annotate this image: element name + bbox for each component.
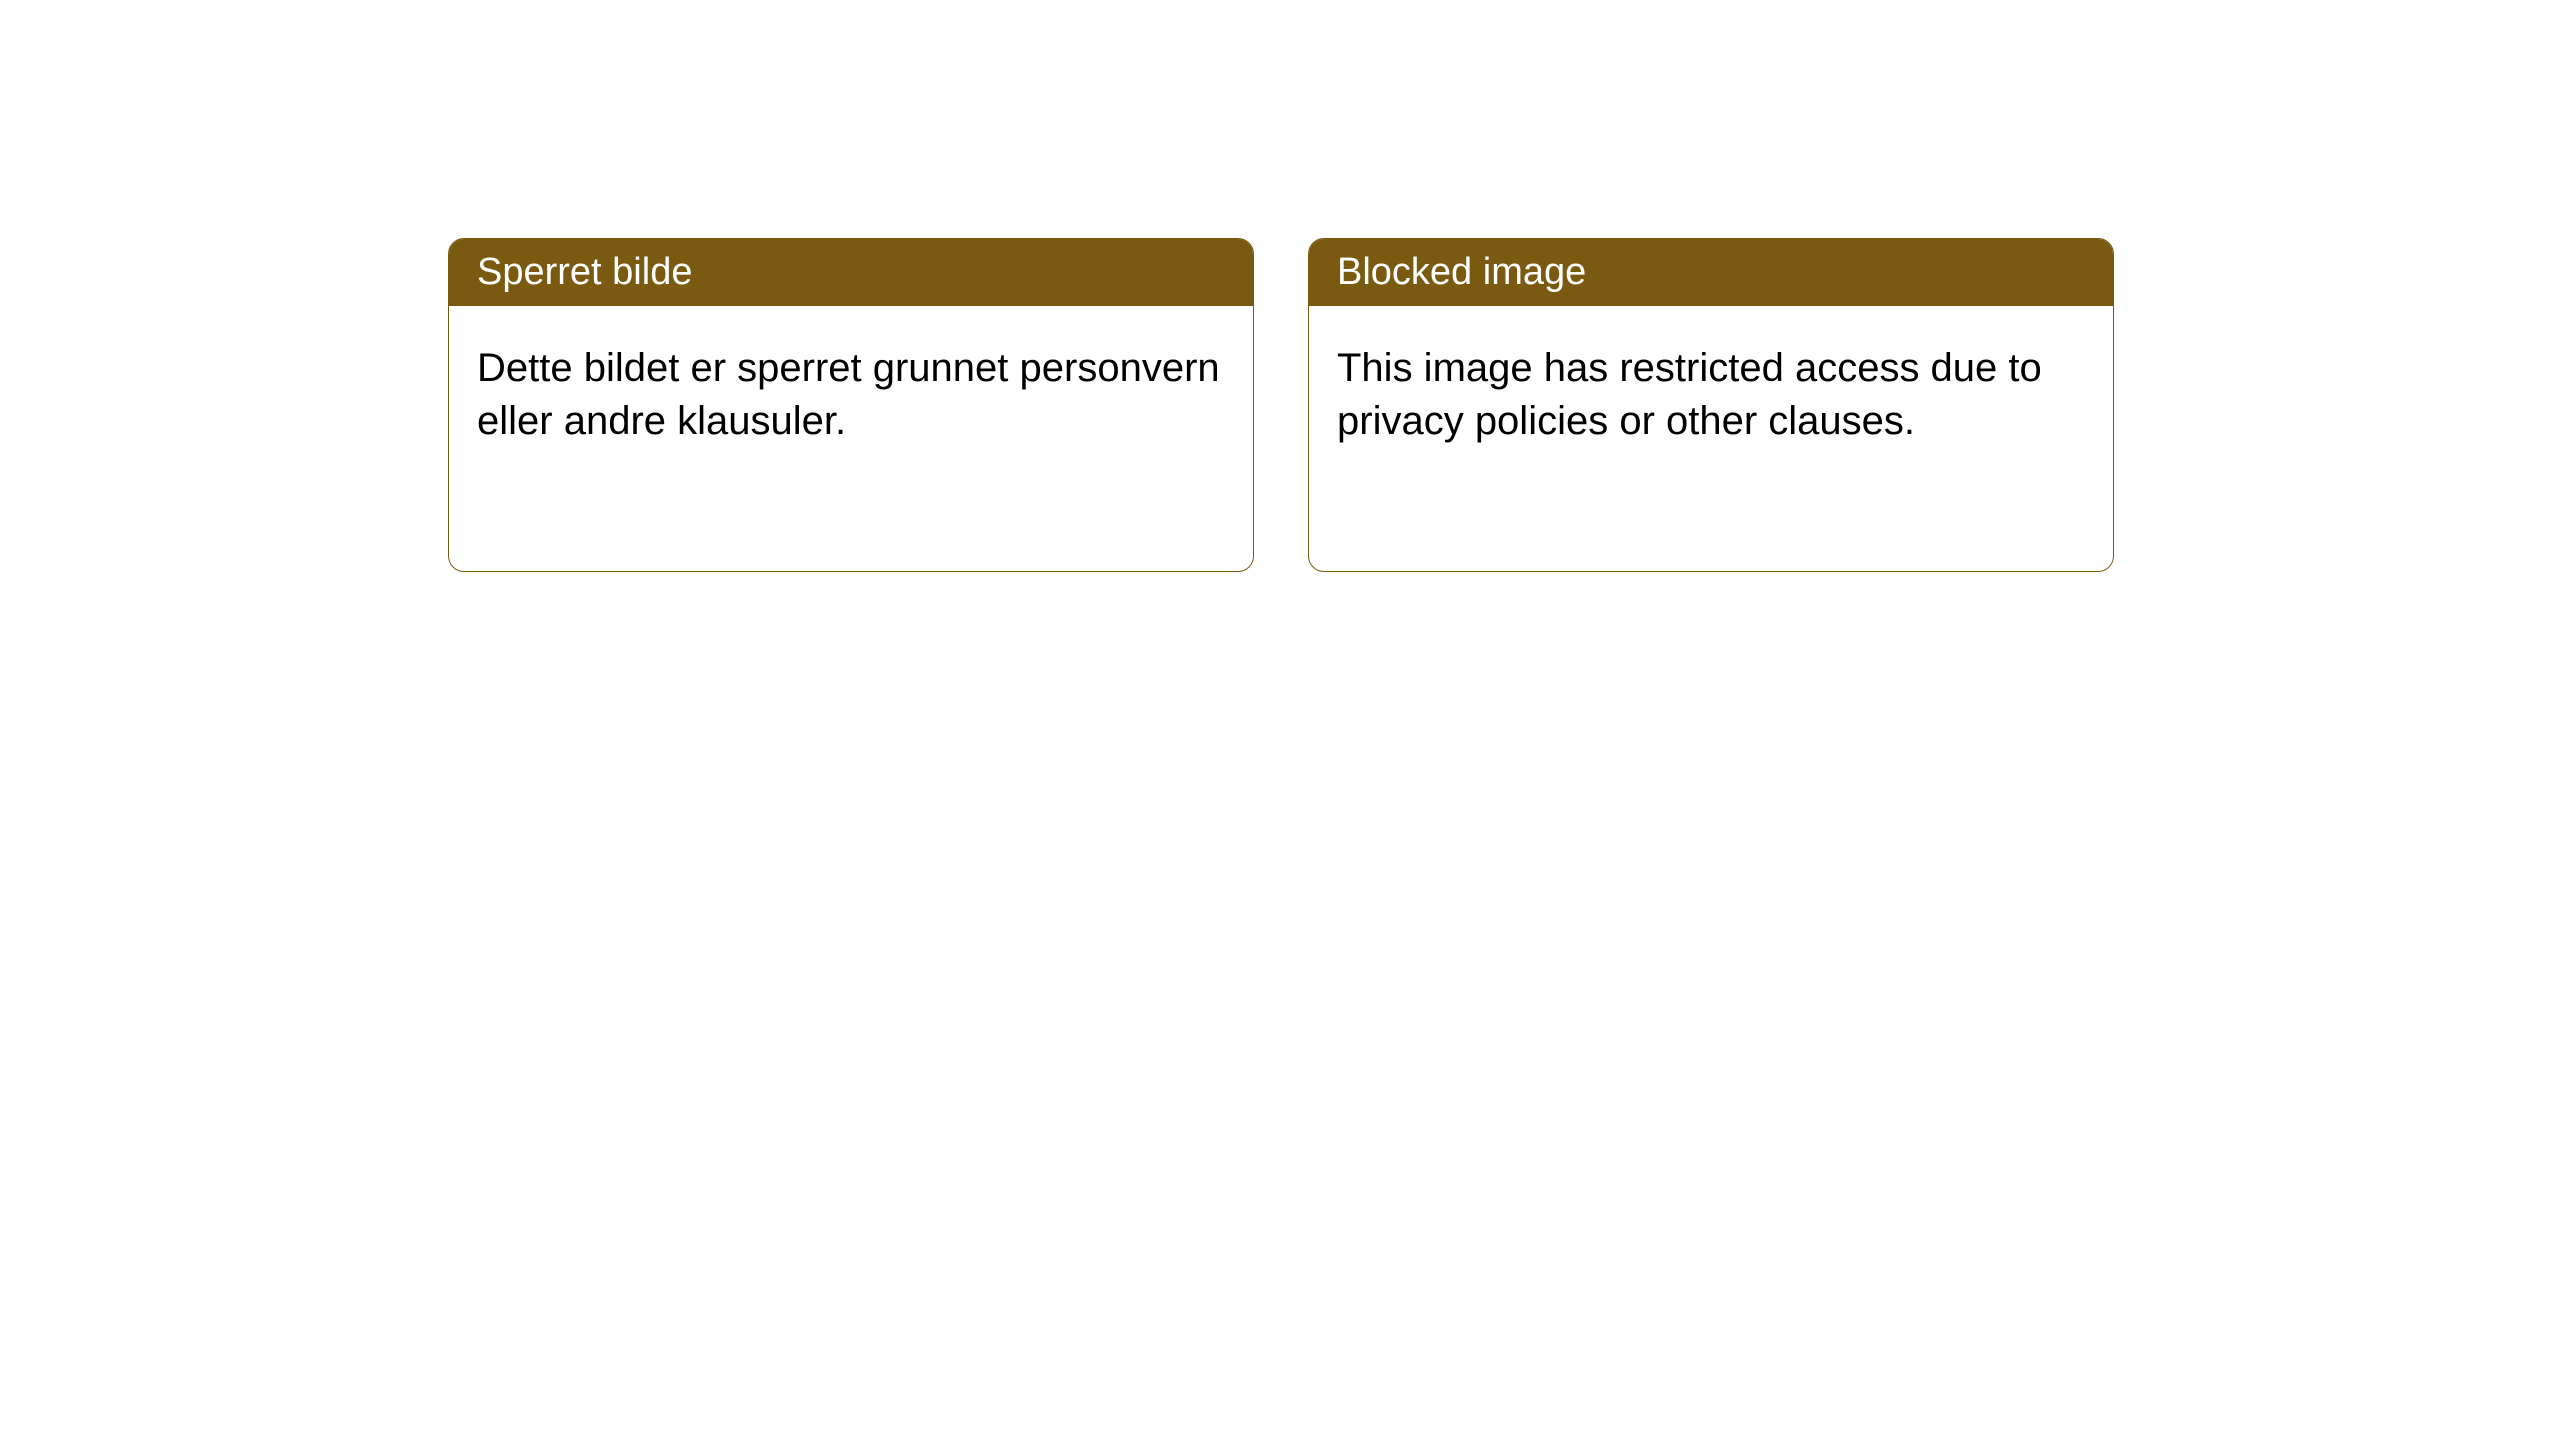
card-header: Blocked image xyxy=(1309,239,2113,306)
blocked-image-card-en: Blocked image This image has restricted … xyxy=(1308,238,2114,572)
card-body: This image has restricted access due to … xyxy=(1309,306,2113,484)
card-title: Sperret bilde xyxy=(477,251,692,293)
card-header: Sperret bilde xyxy=(449,239,1253,306)
card-body: Dette bildet er sperret grunnet personve… xyxy=(449,306,1253,484)
card-body-text: Dette bildet er sperret grunnet personve… xyxy=(477,346,1220,443)
blocked-image-card-no: Sperret bilde Dette bildet er sperret gr… xyxy=(448,238,1254,572)
card-body-text: This image has restricted access due to … xyxy=(1337,346,2042,443)
notice-container: Sperret bilde Dette bildet er sperret gr… xyxy=(448,238,2114,572)
card-title: Blocked image xyxy=(1337,251,1586,293)
